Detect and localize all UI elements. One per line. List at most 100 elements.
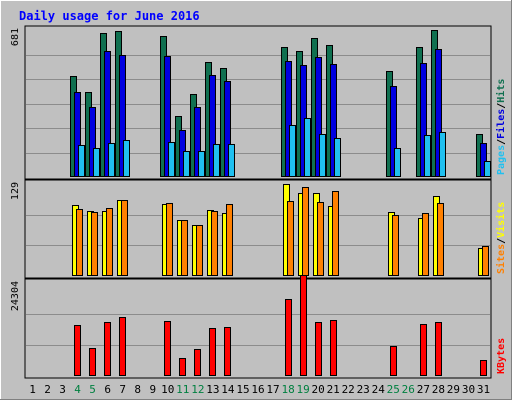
bar-sites-day-27 <box>422 213 429 276</box>
bar-files-day-31 <box>480 143 487 177</box>
bar-kbytes-day-18 <box>285 299 292 376</box>
bar-files-day-7 <box>119 55 126 177</box>
bar-files-day-21 <box>330 64 337 177</box>
chart-title: Daily usage for June 2016 <box>19 9 200 23</box>
bar-kbytes-day-13 <box>209 328 216 376</box>
day-label-5: 5 <box>89 383 96 396</box>
bar-pages-day-10 <box>168 142 175 177</box>
x-axis-day-labels: 1 2 3 4 5 6 7 8 9 10 11 12 13 14 15 16 17 18 19 20 21 22 23 24 2… <box>29 383 490 396</box>
day-label-11: 11 <box>176 383 189 396</box>
day-label-18: 18 <box>281 383 294 396</box>
day-label-27: 27 <box>417 383 430 396</box>
legend-entry-visits: Visits <box>495 202 507 238</box>
bar-sites-day-13 <box>211 211 218 276</box>
bar-sites-day-28 <box>437 203 444 276</box>
day-label-31: 31 <box>477 383 490 396</box>
day-label-28: 28 <box>432 383 445 396</box>
panel-kbytes: 24304 KBytes <box>10 275 507 379</box>
legend-entry-pages: Pages <box>496 145 507 175</box>
legend-separator: / <box>496 238 507 244</box>
legend: Pages/Files/Hits <box>495 79 507 175</box>
legend-entry-hits: Hits <box>495 79 507 103</box>
bar-kbytes-day-10 <box>164 321 171 376</box>
day-label-4: 4 <box>74 383 81 396</box>
bar-files-day-18 <box>285 61 292 177</box>
bar-sites-day-10 <box>166 203 173 276</box>
day-label-24: 24 <box>372 383 386 396</box>
day-label-16: 16 <box>251 383 264 396</box>
day-label-9: 9 <box>149 383 156 396</box>
day-label-30: 30 <box>462 383 475 396</box>
bar-sites-day-12 <box>196 225 203 276</box>
bar-pages-day-4 <box>78 145 85 177</box>
bar-sites-day-14 <box>226 204 233 276</box>
day-label-25: 25 <box>387 383 400 396</box>
panel-frame <box>24 278 492 379</box>
y-axis-max-label: 681 <box>10 28 21 46</box>
bar-pages-day-25 <box>394 148 401 177</box>
bar-pages-day-19 <box>304 118 311 177</box>
day-label-6: 6 <box>104 383 111 396</box>
bar-sites-day-4 <box>76 209 83 276</box>
bar-kbytes-day-19 <box>300 275 307 376</box>
bar-pages-day-27 <box>424 135 431 177</box>
bar-pages-day-28 <box>439 132 446 177</box>
bar-pages-day-20 <box>319 134 326 177</box>
day-label-2: 2 <box>44 383 51 396</box>
bar-sites-day-7 <box>121 200 128 276</box>
bar-kbytes-day-11 <box>179 358 186 376</box>
day-label-29: 29 <box>447 383 460 396</box>
bar-sites-day-19 <box>302 187 309 276</box>
bar-files-day-5 <box>89 107 96 177</box>
legend: Sites/Visits <box>495 202 507 274</box>
day-label-19: 19 <box>296 383 309 396</box>
bar-sites-day-5 <box>91 212 98 276</box>
bar-sites-day-31 <box>482 246 489 276</box>
bar-sites-day-20 <box>317 202 324 276</box>
bar-pages-day-7 <box>123 140 130 177</box>
bar-kbytes-day-4 <box>74 325 81 376</box>
bar-files-day-10 <box>164 56 171 177</box>
day-label-20: 20 <box>311 383 324 396</box>
bar-files-day-25 <box>390 86 397 177</box>
bar-pages-day-11 <box>183 151 190 177</box>
bar-pages-day-13 <box>213 144 220 177</box>
legend-entry-files: Files <box>495 109 507 139</box>
bar-kbytes-day-20 <box>315 322 322 376</box>
bar-pages-day-31 <box>484 161 491 177</box>
bar-files-day-14 <box>224 81 231 177</box>
day-label-13: 13 <box>206 383 219 396</box>
y-axis-max-label: 129 <box>10 182 21 200</box>
day-label-23: 23 <box>357 383 370 396</box>
bar-sites-day-11 <box>181 220 188 276</box>
day-label-8: 8 <box>134 383 141 396</box>
day-label-1: 1 <box>29 383 36 396</box>
bar-kbytes-day-6 <box>104 322 111 376</box>
bar-sites-day-18 <box>287 201 294 276</box>
day-label-10: 10 <box>161 383 174 396</box>
bar-kbytes-day-21 <box>330 320 337 376</box>
bar-files-day-13 <box>209 75 216 177</box>
panel-visits-sites: 129 Sites/Visits <box>10 179 507 279</box>
day-label-14: 14 <box>221 383 235 396</box>
day-label-3: 3 <box>59 383 66 396</box>
day-label-22: 22 <box>342 383 355 396</box>
panel-frame <box>24 25 492 180</box>
day-label-26: 26 <box>402 383 415 396</box>
bar-files-day-20 <box>315 57 322 177</box>
bar-kbytes-day-31 <box>480 360 487 376</box>
day-label-12: 12 <box>191 383 204 396</box>
bar-pages-day-6 <box>108 143 115 177</box>
bar-kbytes-day-14 <box>224 327 231 376</box>
legend-separator: / <box>496 139 507 145</box>
legend-entry-sites: Sites <box>495 244 507 274</box>
bar-files-day-28 <box>435 49 442 177</box>
bar-kbytes-day-5 <box>89 348 96 376</box>
legend-entry-kbytes: KBytes <box>496 338 507 374</box>
panel-frame <box>24 179 492 279</box>
legend-separator: / <box>496 103 507 109</box>
legend: KBytes <box>496 338 507 374</box>
